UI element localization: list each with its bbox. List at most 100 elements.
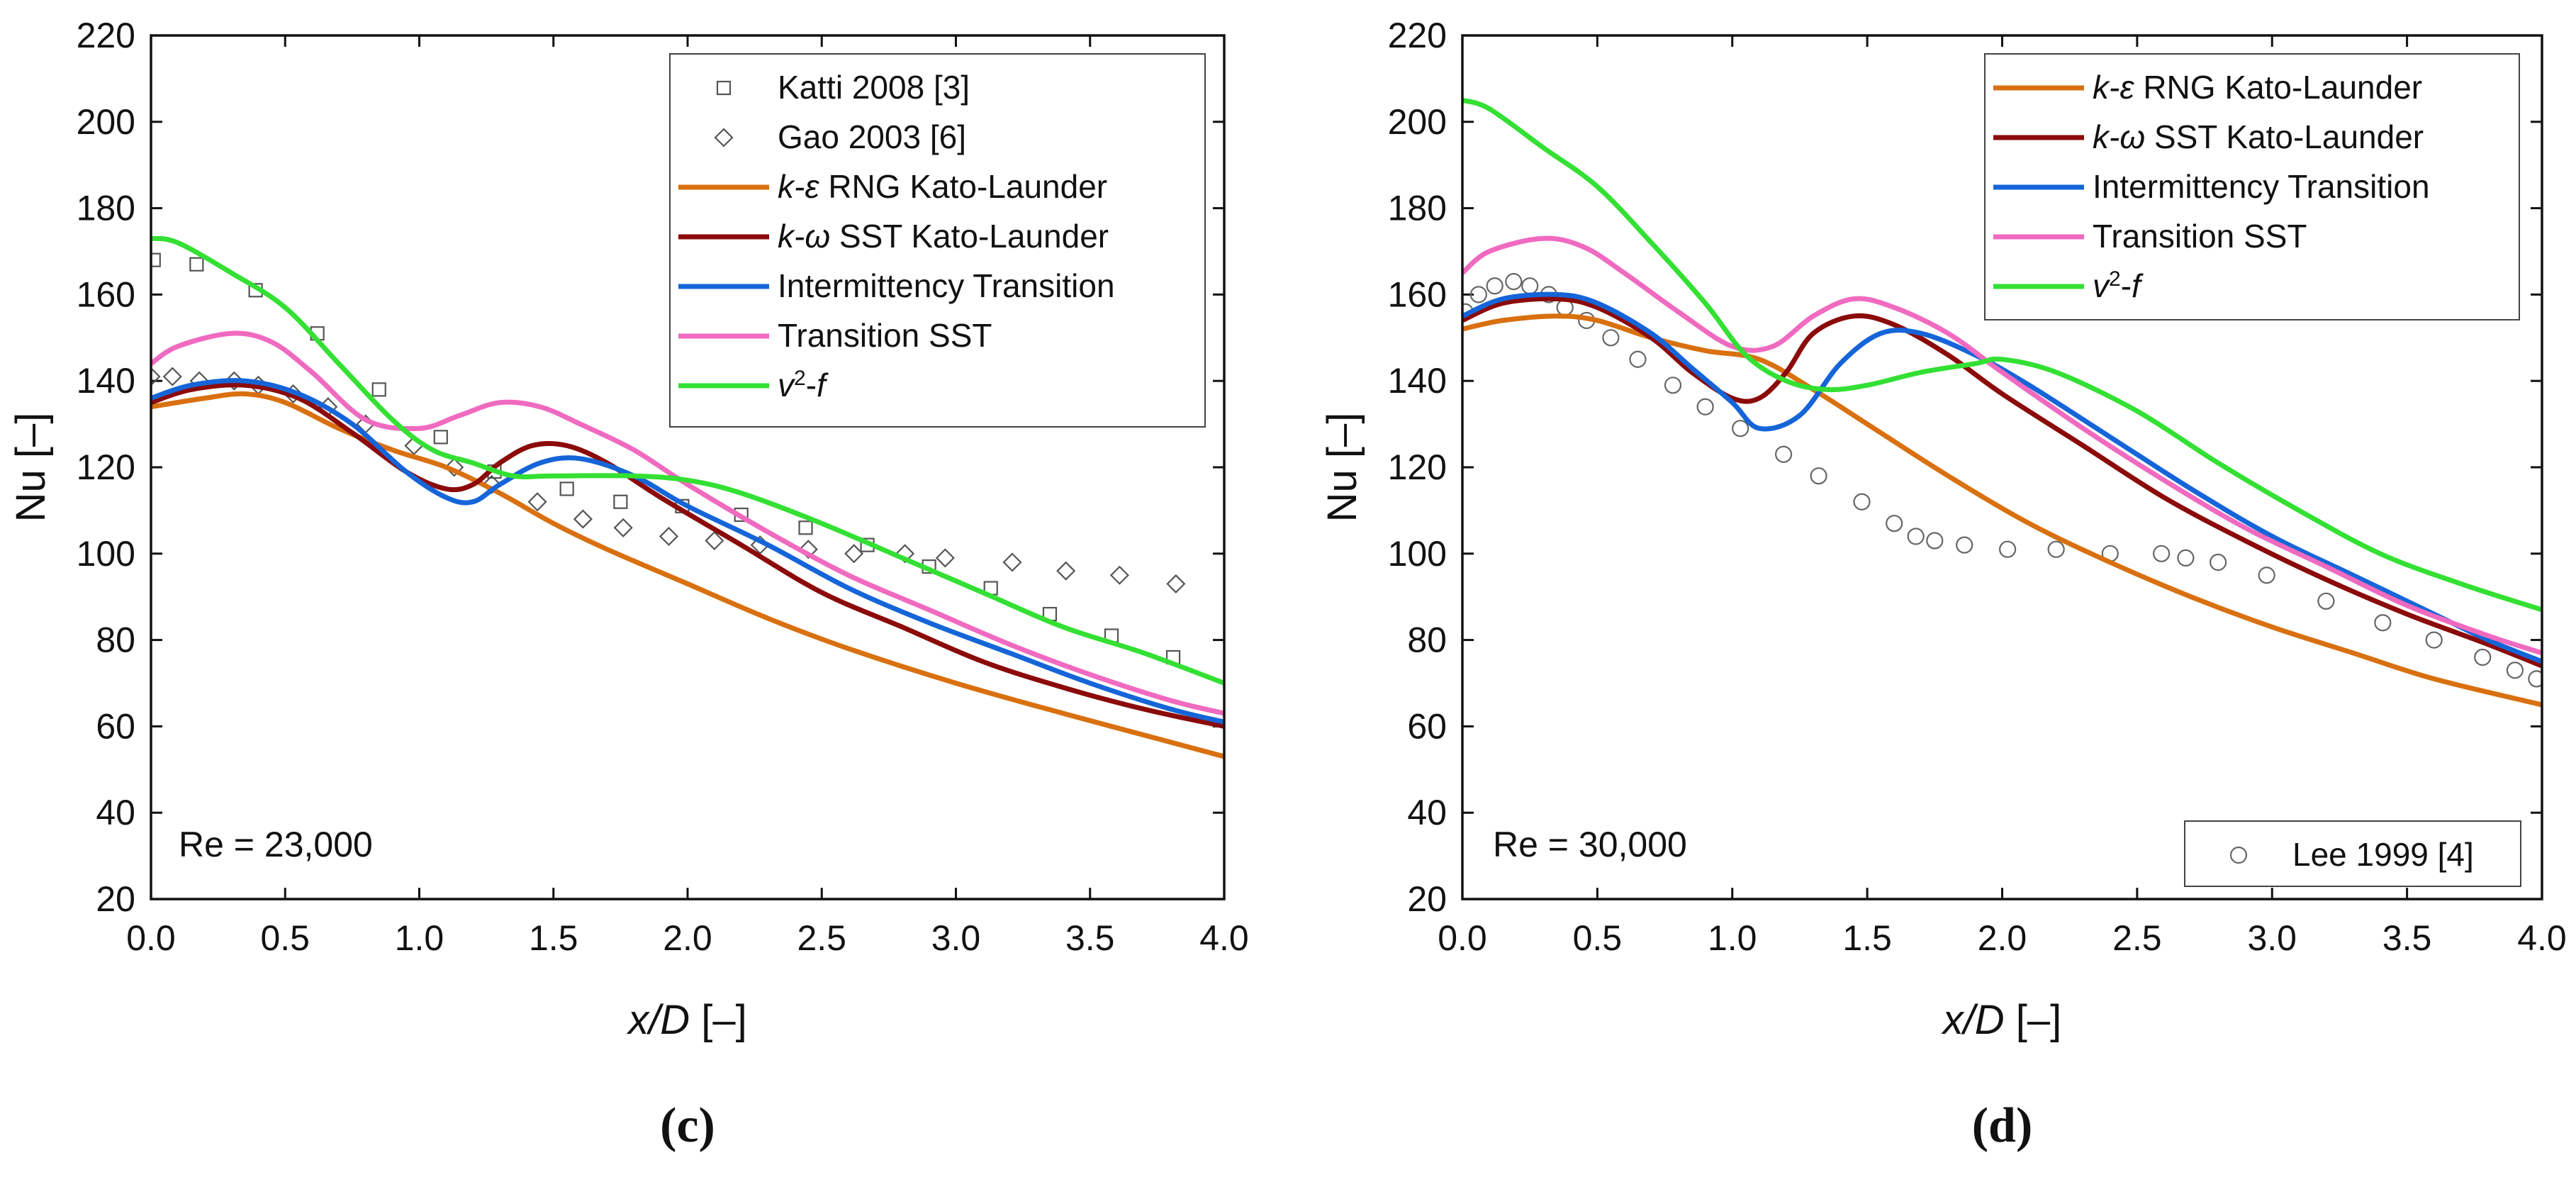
legend-label: Transition SST: [2093, 218, 2307, 255]
x-axis-label: x/D [–]: [1941, 997, 2062, 1043]
legend2-frame: [2184, 820, 2521, 887]
data-point: [1486, 277, 1503, 295]
legend-label: Gao 2003 [6]: [778, 118, 966, 155]
legend-label: Intermittency Transition: [778, 267, 1115, 304]
y-tick-label: 200: [1388, 102, 1447, 142]
data-point: [1469, 286, 1487, 303]
panel-label: (d): [1972, 1098, 2033, 1153]
chart-panel-d: 20 40 60 80 100 120 140 160 180 200 220 0.0 0.5 1.0 1.…: [1319, 16, 2567, 1153]
x-tick-label: 0.5: [260, 918, 310, 958]
y-tick-label: 40: [96, 793, 135, 832]
x-tick-label: 1.0: [395, 918, 444, 958]
y-tick-label: 140: [77, 361, 135, 401]
data-point: [151, 252, 161, 267]
y-tick-label: 180: [77, 189, 135, 228]
x-tick-label: 2.5: [797, 918, 846, 958]
data-point: [527, 492, 547, 512]
y-tick-label: 220: [1388, 16, 1447, 55]
data-point: [659, 526, 679, 546]
data-point: [2528, 670, 2542, 688]
legend: k-ε RNG Kato-Launder k-ω SST Kato-Launder…: [1984, 53, 2520, 320]
y-axis-label: Nu [–]: [1319, 413, 1365, 523]
x-tick-label: 2.0: [663, 918, 712, 958]
data-point: [433, 430, 448, 445]
y-tick-label: 40: [1407, 793, 1447, 832]
y-tick-label: 100: [77, 534, 135, 574]
data-point: [189, 257, 204, 272]
y-tick-label: 140: [1388, 361, 1447, 401]
data-point: [1926, 532, 1944, 550]
panel-label: (c): [660, 1098, 715, 1153]
legend-label: k-ε RNG Kato-Launder: [2093, 69, 2422, 106]
y-tick-label: 20: [96, 879, 135, 919]
y-axis-label: Nu [–]: [8, 413, 54, 523]
data-point: [705, 530, 724, 551]
y-tick-label: 100: [1388, 534, 1447, 574]
legend-item: Gao 2003 [6]: [714, 118, 966, 155]
x-tick-label: 3.5: [1065, 918, 1115, 958]
data-point: [1002, 552, 1022, 572]
data-point: [844, 544, 864, 564]
data-point: [1732, 420, 1749, 437]
x-tick-label: 2.5: [2112, 918, 2162, 958]
legend2-item: Lee 1999 [4]: [2229, 836, 2474, 873]
data-point: [2210, 553, 2227, 572]
data-point: [1664, 377, 1682, 394]
chart-panel-c: 20 40 60 80 100 120 140 160 180 200 220 0.0 0.5 1.0 1.…: [8, 16, 1249, 1153]
x-tick-label: 1.5: [1842, 918, 1892, 958]
series-line: [151, 378, 1224, 725]
plot-area: [1462, 97, 2542, 708]
data-point: [935, 548, 955, 568]
data-point: [2374, 614, 2392, 632]
data-point: [2153, 545, 2171, 562]
legend-item: Transition SST: [678, 317, 992, 354]
legend-item: Intermittency Transition: [678, 267, 1115, 304]
legend-label: Intermittency Transition: [2093, 168, 2430, 205]
x-tick-label: 4.0: [1199, 918, 1249, 958]
x-tick-label: 3.0: [2247, 918, 2297, 958]
data-point: [1109, 565, 1129, 585]
x-tick-label: 3.5: [2382, 918, 2432, 958]
data-point: [1629, 350, 1647, 368]
series-line: [151, 391, 1224, 759]
series-line: [1462, 97, 2542, 613]
data-point: [895, 544, 915, 564]
data-point: [559, 481, 574, 496]
data-point: [798, 520, 813, 535]
legend2-label: Lee 1999 [4]: [2292, 836, 2474, 873]
series-line: [151, 382, 1224, 729]
series-line: [1462, 235, 2542, 656]
data-point: [2506, 662, 2524, 679]
scatter-circle: [1462, 273, 2542, 688]
legend-label: Transition SST: [778, 317, 992, 354]
data-point: [613, 494, 628, 509]
y-tick-label: 120: [1388, 447, 1447, 487]
x-tick-label: 0.0: [126, 918, 176, 958]
plot-area: [151, 235, 1224, 759]
data-point: [1056, 561, 1076, 581]
data-point: [613, 518, 633, 537]
data-point: [1886, 515, 1903, 533]
data-point: [1521, 277, 1539, 295]
axes-frame: [1461, 34, 2543, 901]
reynolds-annotation: Re = 23,000: [179, 825, 373, 864]
data-point: [1853, 493, 1871, 511]
data-point: [2258, 567, 2275, 584]
y-tick-label: 80: [96, 620, 135, 660]
data-point: [151, 367, 161, 386]
legend-item: k-ω SST Kato-Launder: [1993, 118, 2424, 155]
data-point: [1907, 528, 1925, 545]
legend-item: Intermittency Transition: [1993, 168, 2430, 205]
y-tick-label: 20: [1407, 879, 1447, 919]
series-line: [151, 330, 1224, 716]
legend-label: k-ω SST Kato-Launder: [2093, 118, 2424, 155]
data-point: [2474, 648, 2492, 667]
legend-frame: [669, 53, 1206, 428]
data-point: [2177, 549, 2195, 567]
legend-item: k-ε RNG Kato-Launder: [678, 168, 1107, 205]
y-tick-label: 80: [1407, 620, 1447, 660]
legend2-marker: [2229, 846, 2248, 864]
legend-secondary: Lee 1999 [4]: [2184, 820, 2521, 887]
reynolds-annotation: Re = 30,000: [1493, 825, 1687, 864]
